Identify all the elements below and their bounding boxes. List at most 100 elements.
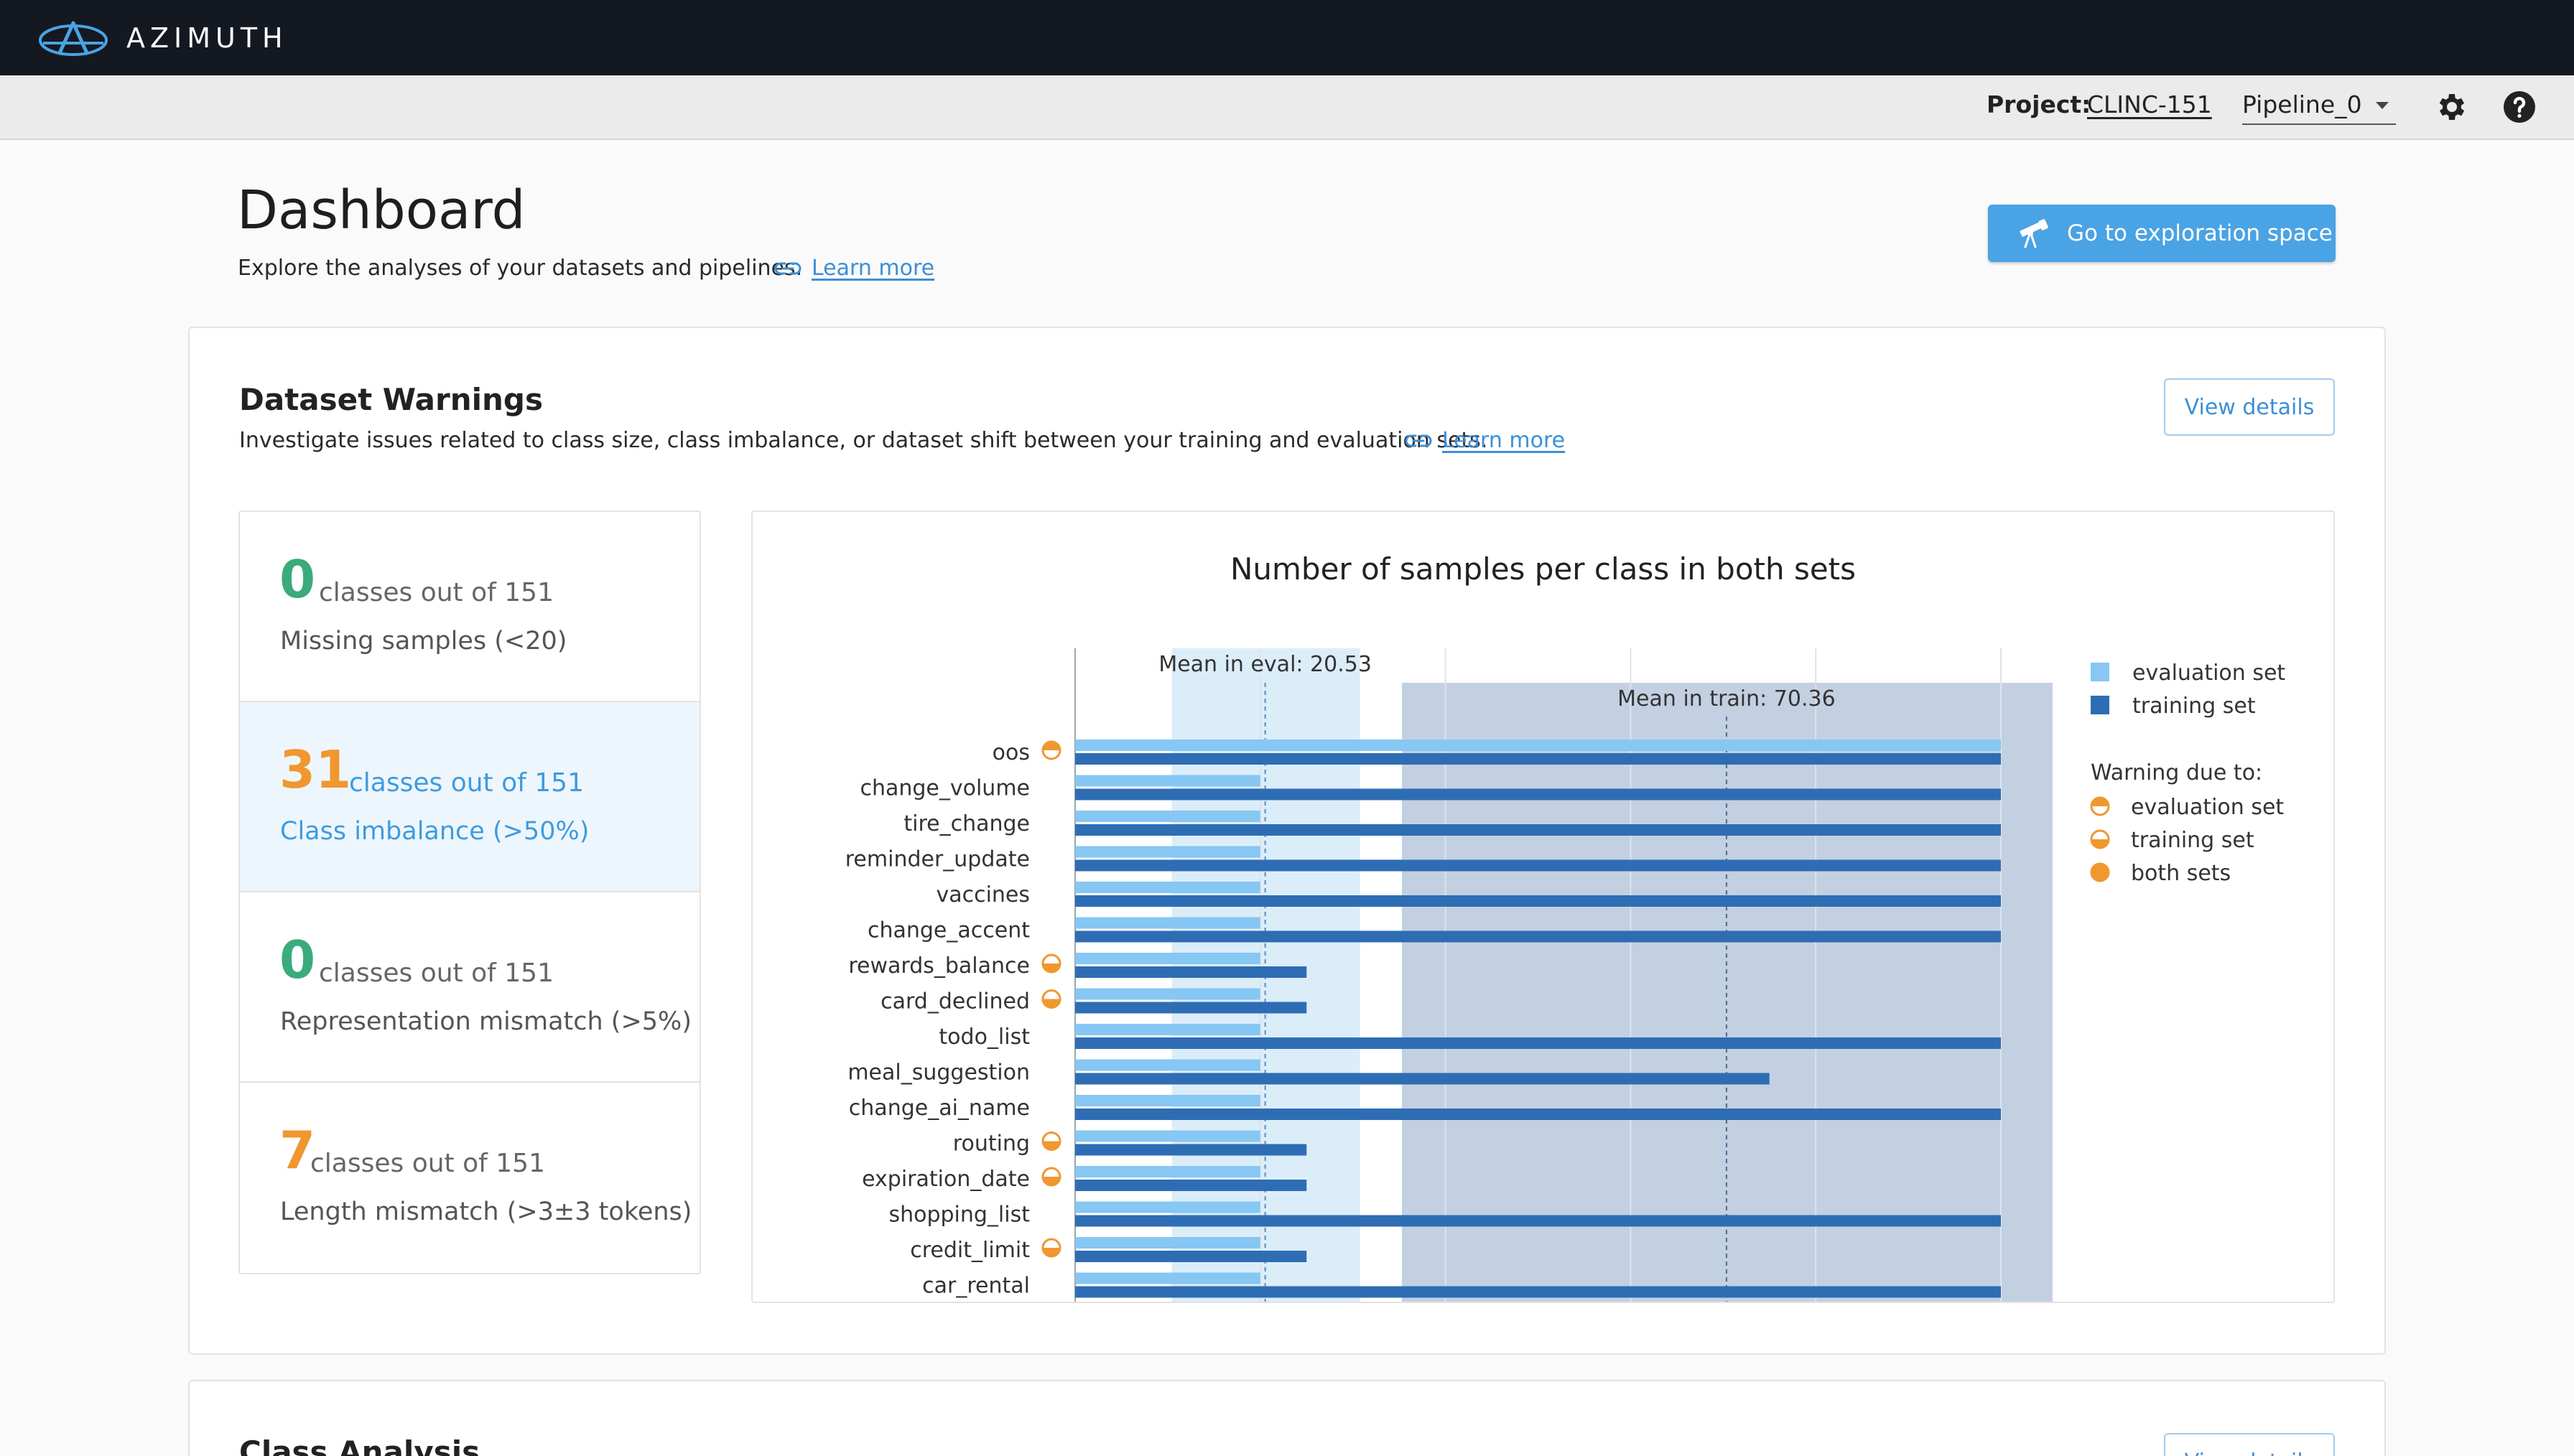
- bar-eval: [1075, 988, 1260, 1000]
- project-label: Project:: [1987, 90, 2091, 118]
- warning-count: 31: [279, 739, 352, 800]
- warning-label: Class imbalance (>50%): [280, 817, 590, 846]
- bar-eval: [1075, 1237, 1260, 1249]
- warning-summary-list: 0 classes out of 151 Missing samples (<2…: [238, 510, 701, 1274]
- top-navbar: AZIMUTH: [0, 0, 2574, 75]
- bar-eval: [1075, 1095, 1260, 1106]
- bar-train: [1075, 966, 1307, 978]
- category-label: shopping_list: [888, 1203, 1030, 1228]
- view-details-label: View details: [2184, 394, 2315, 420]
- bar-eval: [1075, 882, 1260, 893]
- bar-train: [1075, 1144, 1307, 1156]
- link-icon: [774, 262, 802, 274]
- warning-count-suffix: classes out of 151: [319, 958, 554, 988]
- warning-label: Length mismatch (>3±3 tokens): [280, 1198, 692, 1226]
- pipeline-select[interactable]: Pipeline_0: [2242, 85, 2396, 125]
- chart-canvas: Mean in eval: 20.53 Mean in train: 70.36 o…: [845, 648, 2285, 1302]
- bar-train: [1075, 788, 2001, 801]
- warning-item-representation-mismatch[interactable]: 0 classes out of 151 Representation mism…: [240, 892, 700, 1083]
- legend-warning-icon: [2090, 862, 2110, 882]
- bar-train: [1075, 824, 2001, 836]
- bar-train: [1075, 1037, 2001, 1049]
- warning-count-suffix: classes out of 151: [349, 768, 584, 798]
- mean-train-label: Mean in train: 70.36: [1617, 686, 1836, 711]
- warning-label: Missing samples (<20): [280, 627, 567, 655]
- legend-swatch-eval: [2091, 663, 2109, 681]
- project-bar: [0, 75, 2574, 140]
- dataset-warnings-description: Investigate issues related to class size…: [239, 428, 1488, 453]
- bar-train: [1075, 930, 2001, 943]
- legend-warning-icon-fill: [2091, 839, 2109, 848]
- category-label: oos: [993, 740, 1030, 765]
- category-label: vaccines: [936, 882, 1030, 907]
- go-to-exploration-space-button[interactable]: Go to exploration space: [1988, 205, 2336, 262]
- category-label: reminder_update: [845, 847, 1030, 872]
- warnings-view-details-button[interactable]: View details: [2164, 378, 2335, 436]
- category-label: card_declined: [881, 989, 1030, 1014]
- telescope-icon: [2020, 219, 2048, 248]
- samples-per-class-chart: Number of samples per class in both sets…: [751, 510, 2335, 1303]
- legend-warning-icon-fill: [2091, 798, 2109, 806]
- page-subtitle: Explore the analyses of your datasets an…: [238, 256, 803, 281]
- bar-eval: [1075, 775, 1260, 787]
- legend-label-eval: evaluation set: [2132, 661, 2285, 686]
- category-label: tire_change: [903, 811, 1030, 836]
- class-analysis-view-details-button[interactable]: View details: [2164, 1433, 2335, 1456]
- page-learn-more-link[interactable]: Learn more: [774, 256, 934, 281]
- bar-train: [1075, 1251, 1307, 1262]
- warning-label: Representation mismatch (>5%): [280, 1007, 692, 1036]
- warning-item-missing-samples[interactable]: 0 classes out of 151 Missing samples (<2…: [240, 512, 700, 702]
- warning-icon-fill: [1043, 1177, 1060, 1185]
- legend-warning-label: training set: [2131, 828, 2254, 853]
- bar-eval: [1075, 1059, 1260, 1071]
- warning-item-class-imbalance[interactable]: 31 classes out of 151 Class imbalance (>…: [240, 702, 700, 892]
- category-label: rewards_balance: [848, 953, 1030, 979]
- bar-eval: [1075, 811, 1260, 822]
- page-title: Dashboard: [237, 179, 526, 241]
- warnings-learn-more-label: Learn more: [1442, 428, 1566, 453]
- legend-swatch-train: [2091, 696, 2109, 714]
- chevron-down-icon: [2376, 102, 2389, 109]
- bar-train: [1075, 859, 2001, 872]
- bar-train: [1075, 895, 2001, 907]
- explore-button-label: Go to exploration space: [2067, 220, 2333, 246]
- help-icon[interactable]: [2502, 90, 2537, 124]
- bar-eval: [1075, 739, 2001, 751]
- bar-eval: [1075, 1166, 1260, 1177]
- category-label: change_ai_name: [849, 1096, 1030, 1121]
- warning-icon-fill: [1043, 963, 1060, 972]
- link-icon: [1405, 434, 1432, 447]
- category-label: car_rental: [922, 1274, 1030, 1299]
- bar-eval: [1075, 917, 1260, 929]
- warning-icon-fill: [1043, 999, 1060, 1008]
- warning-count: 0: [279, 549, 316, 610]
- dataset-warnings-title: Dataset Warnings: [239, 382, 543, 417]
- category-label: todo_list: [939, 1025, 1030, 1050]
- bar-train: [1075, 1180, 1307, 1191]
- azimuth-logo-icon[interactable]: [37, 19, 109, 57]
- legend-warning-title: Warning due to:: [2091, 760, 2262, 785]
- bar-eval: [1075, 1201, 1260, 1213]
- bar-eval: [1075, 1130, 1260, 1142]
- category-label: credit_limit: [910, 1238, 1030, 1263]
- bar-train: [1075, 753, 2001, 765]
- project-link[interactable]: CLINC-151: [2087, 90, 2212, 118]
- bar-eval: [1075, 1272, 1260, 1284]
- warning-count: 7: [279, 1120, 316, 1180]
- warning-count-suffix: classes out of 151: [319, 578, 554, 607]
- gear-icon[interactable]: [2433, 90, 2468, 124]
- bar-train: [1075, 1215, 2001, 1227]
- bar-train: [1075, 1002, 1307, 1014]
- mean-eval-label: Mean in eval: 20.53: [1158, 652, 1372, 677]
- legend-warning-label: evaluation set: [2131, 795, 2284, 820]
- category-label: change_volume: [860, 776, 1030, 801]
- warnings-learn-more-link[interactable]: Learn more: [1405, 428, 1565, 453]
- category-label: meal_suggestion: [847, 1060, 1030, 1086]
- warning-icon-fill: [1043, 1141, 1060, 1150]
- legend-warning-label: both sets: [2131, 861, 2231, 886]
- category-label: change_accent: [868, 918, 1030, 943]
- pipeline-select-value: Pipeline_0: [2242, 90, 2362, 118]
- bar-eval: [1075, 846, 1260, 858]
- category-label: routing: [953, 1131, 1030, 1157]
- warning-item-length-mismatch[interactable]: 7 classes out of 151 Length mismatch (>3…: [240, 1083, 700, 1273]
